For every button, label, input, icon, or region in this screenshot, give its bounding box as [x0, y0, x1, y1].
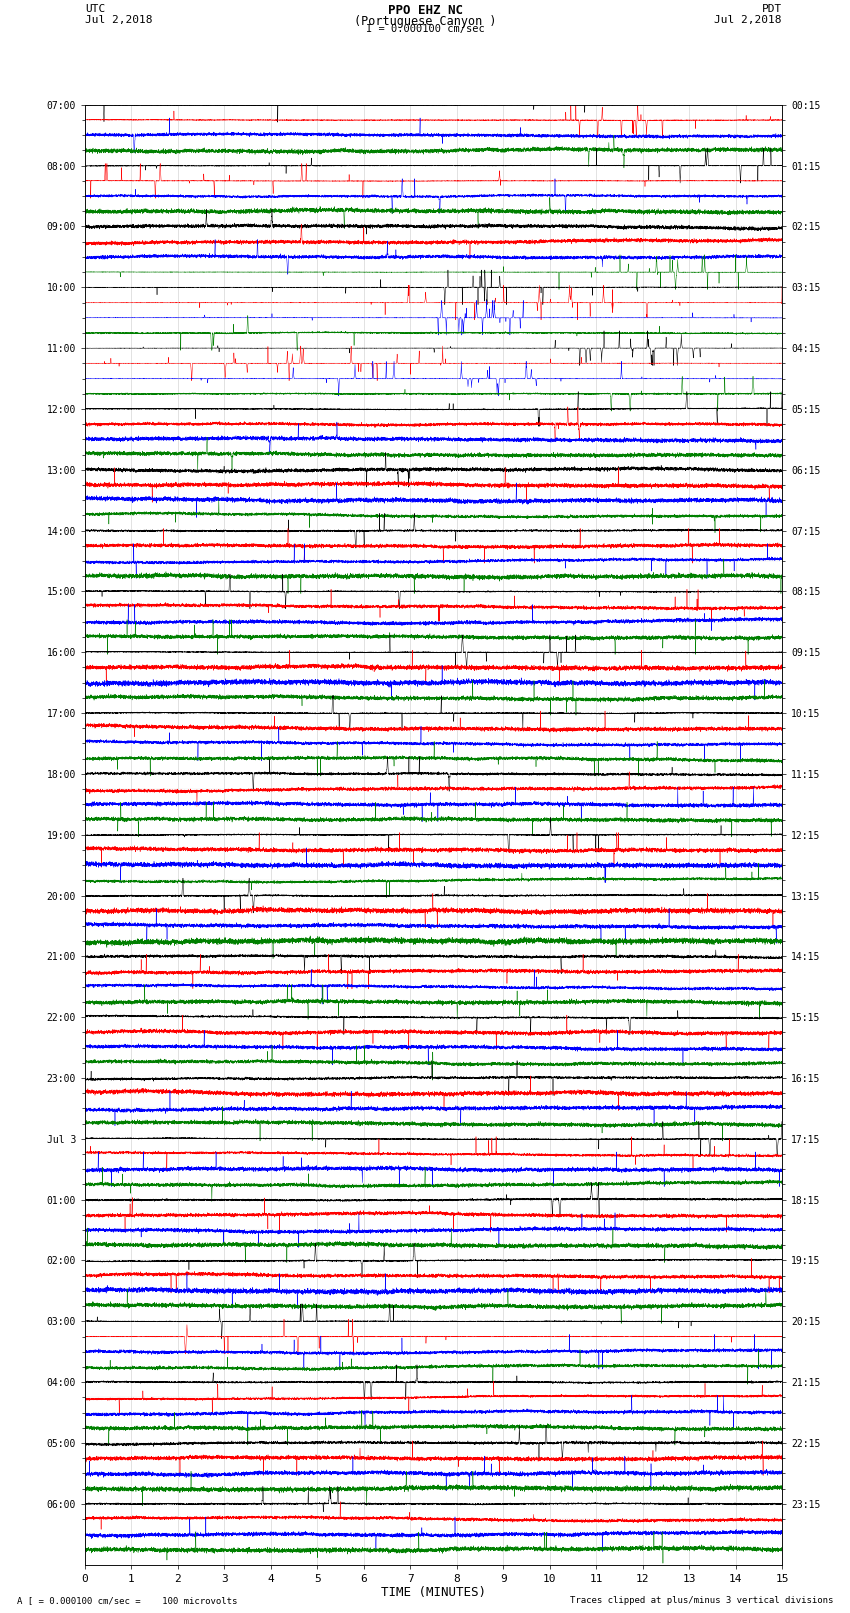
Text: PDT: PDT — [762, 5, 782, 15]
X-axis label: TIME (MINUTES): TIME (MINUTES) — [381, 1587, 486, 1600]
Text: Jul 2,2018: Jul 2,2018 — [715, 15, 782, 24]
Text: A [ = 0.000100 cm/sec =    100 microvolts: A [ = 0.000100 cm/sec = 100 microvolts — [17, 1595, 237, 1605]
Text: Traces clipped at plus/minus 3 vertical divisions: Traces clipped at plus/minus 3 vertical … — [570, 1595, 833, 1605]
Text: UTC: UTC — [85, 5, 105, 15]
Text: PPO EHZ NC: PPO EHZ NC — [388, 5, 462, 18]
Text: (Portuguese Canyon ): (Portuguese Canyon ) — [354, 15, 496, 27]
Text: Jul 2,2018: Jul 2,2018 — [85, 15, 152, 24]
Text: I = 0.000100 cm/sec: I = 0.000100 cm/sec — [366, 24, 484, 34]
